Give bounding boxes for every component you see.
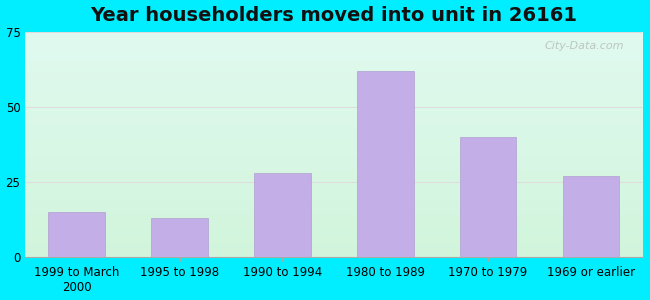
Bar <box>49 212 105 257</box>
Text: City-Data.com: City-Data.com <box>544 41 624 51</box>
Bar <box>357 71 413 257</box>
Bar <box>563 176 619 257</box>
Title: Year householders moved into unit in 26161: Year householders moved into unit in 261… <box>90 6 577 25</box>
Bar <box>151 218 208 257</box>
Bar <box>460 137 516 257</box>
Bar <box>254 173 311 257</box>
